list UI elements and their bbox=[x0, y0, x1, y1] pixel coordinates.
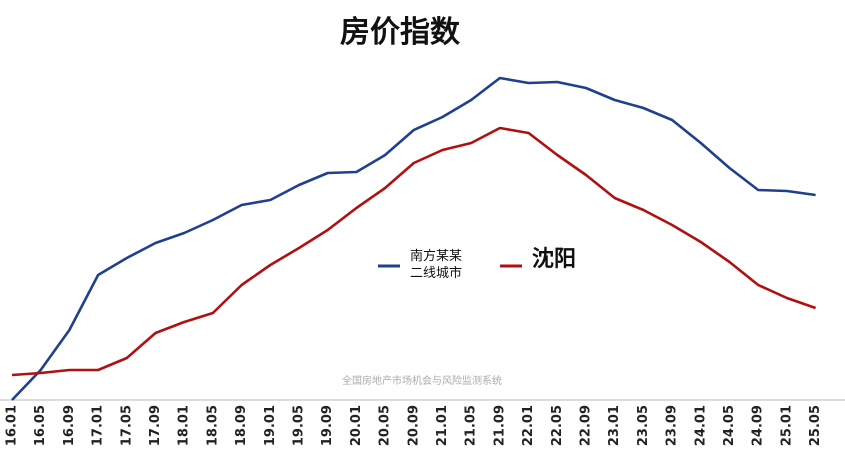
x-tick-label: 22.09 bbox=[579, 405, 594, 446]
x-tick-label: 17.01 bbox=[91, 405, 106, 446]
x-tick-label: 19.01 bbox=[263, 405, 278, 446]
x-tick-label: 19.05 bbox=[292, 405, 307, 446]
x-tick-label: 21.05 bbox=[464, 405, 479, 446]
x-tick-label: 17.05 bbox=[119, 405, 134, 446]
x-tick-label: 24.05 bbox=[722, 405, 737, 446]
x-tick-label: 21.09 bbox=[492, 405, 507, 446]
x-tick-label: 23.09 bbox=[665, 405, 680, 446]
x-tick-label: 16.01 bbox=[5, 405, 20, 446]
x-tick-label: 20.09 bbox=[406, 405, 421, 446]
x-tick-label: 16.09 bbox=[62, 405, 77, 446]
x-tick-label: 17.09 bbox=[148, 405, 163, 446]
chart-title: 房价指数 bbox=[340, 15, 461, 50]
x-tick-label: 25.05 bbox=[808, 405, 823, 446]
x-tick-label: 25.01 bbox=[779, 405, 794, 446]
x-tick-label: 20.01 bbox=[349, 405, 364, 446]
x-tick-label: 20.05 bbox=[378, 405, 393, 446]
x-tick-label: 24.01 bbox=[693, 405, 708, 446]
x-tick-label: 24.09 bbox=[751, 405, 766, 446]
x-tick-label: 19.09 bbox=[320, 405, 335, 446]
series-line bbox=[11, 126, 817, 377]
annotation: 全国房地产市场机会与风险监测系统 bbox=[342, 374, 502, 387]
series-line bbox=[11, 76, 816, 401]
x-tick-label: 21.01 bbox=[435, 405, 450, 446]
x-tick-label: 18.09 bbox=[234, 405, 249, 446]
x-tick-label: 23.01 bbox=[607, 405, 622, 446]
x-tick-label: 18.01 bbox=[177, 405, 192, 446]
x-tick-label: 22.01 bbox=[521, 405, 536, 446]
x-tick-label: 18.05 bbox=[205, 405, 220, 446]
x-tick-label: 23.05 bbox=[636, 405, 651, 446]
legend-label: 南方某某二线城市 bbox=[409, 249, 462, 281]
x-tick-label: 16.05 bbox=[33, 405, 48, 446]
legend-label: 沈阳 bbox=[532, 247, 577, 272]
x-tick-label: 22.05 bbox=[550, 405, 565, 446]
